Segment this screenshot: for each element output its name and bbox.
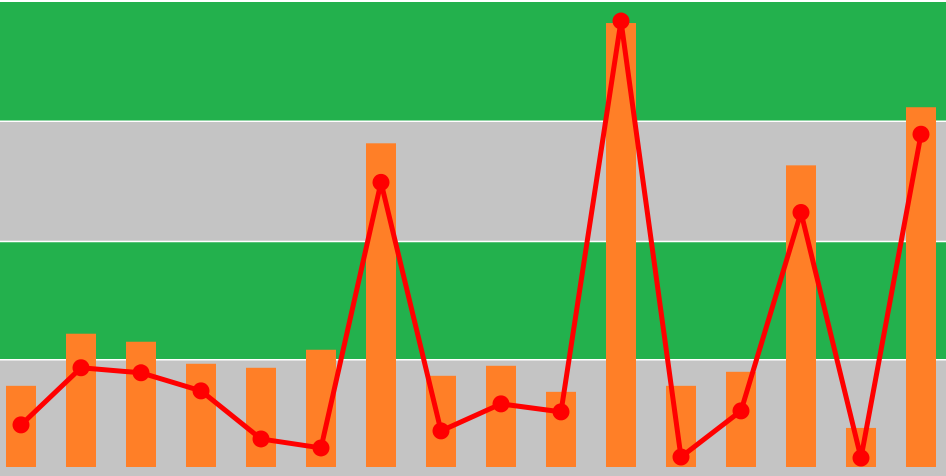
line-point: [492, 395, 510, 413]
line-point: [852, 449, 870, 467]
bar: [246, 367, 276, 467]
line-point: [192, 382, 210, 400]
line-point: [792, 203, 810, 221]
background-band: [0, 2, 946, 122]
line-point: [432, 422, 450, 440]
line-point: [732, 402, 750, 420]
line-point: [132, 364, 150, 382]
series-line: [18, 18, 924, 461]
bar: [126, 341, 156, 467]
line-markers: [12, 12, 930, 467]
line-point: [372, 173, 390, 191]
line-series: [18, 18, 924, 461]
line-point: [312, 439, 330, 457]
bar: [186, 363, 216, 467]
line-point: [12, 416, 30, 434]
line-point: [672, 448, 690, 466]
bar: [366, 143, 396, 467]
line-point: [612, 12, 630, 30]
bar: [486, 365, 516, 467]
line-point: [72, 359, 90, 377]
bar: [906, 107, 936, 468]
line-point: [252, 430, 270, 448]
bar-series: [6, 23, 936, 468]
line-point: [912, 125, 930, 143]
line-point: [552, 403, 570, 421]
bar: [66, 333, 96, 467]
